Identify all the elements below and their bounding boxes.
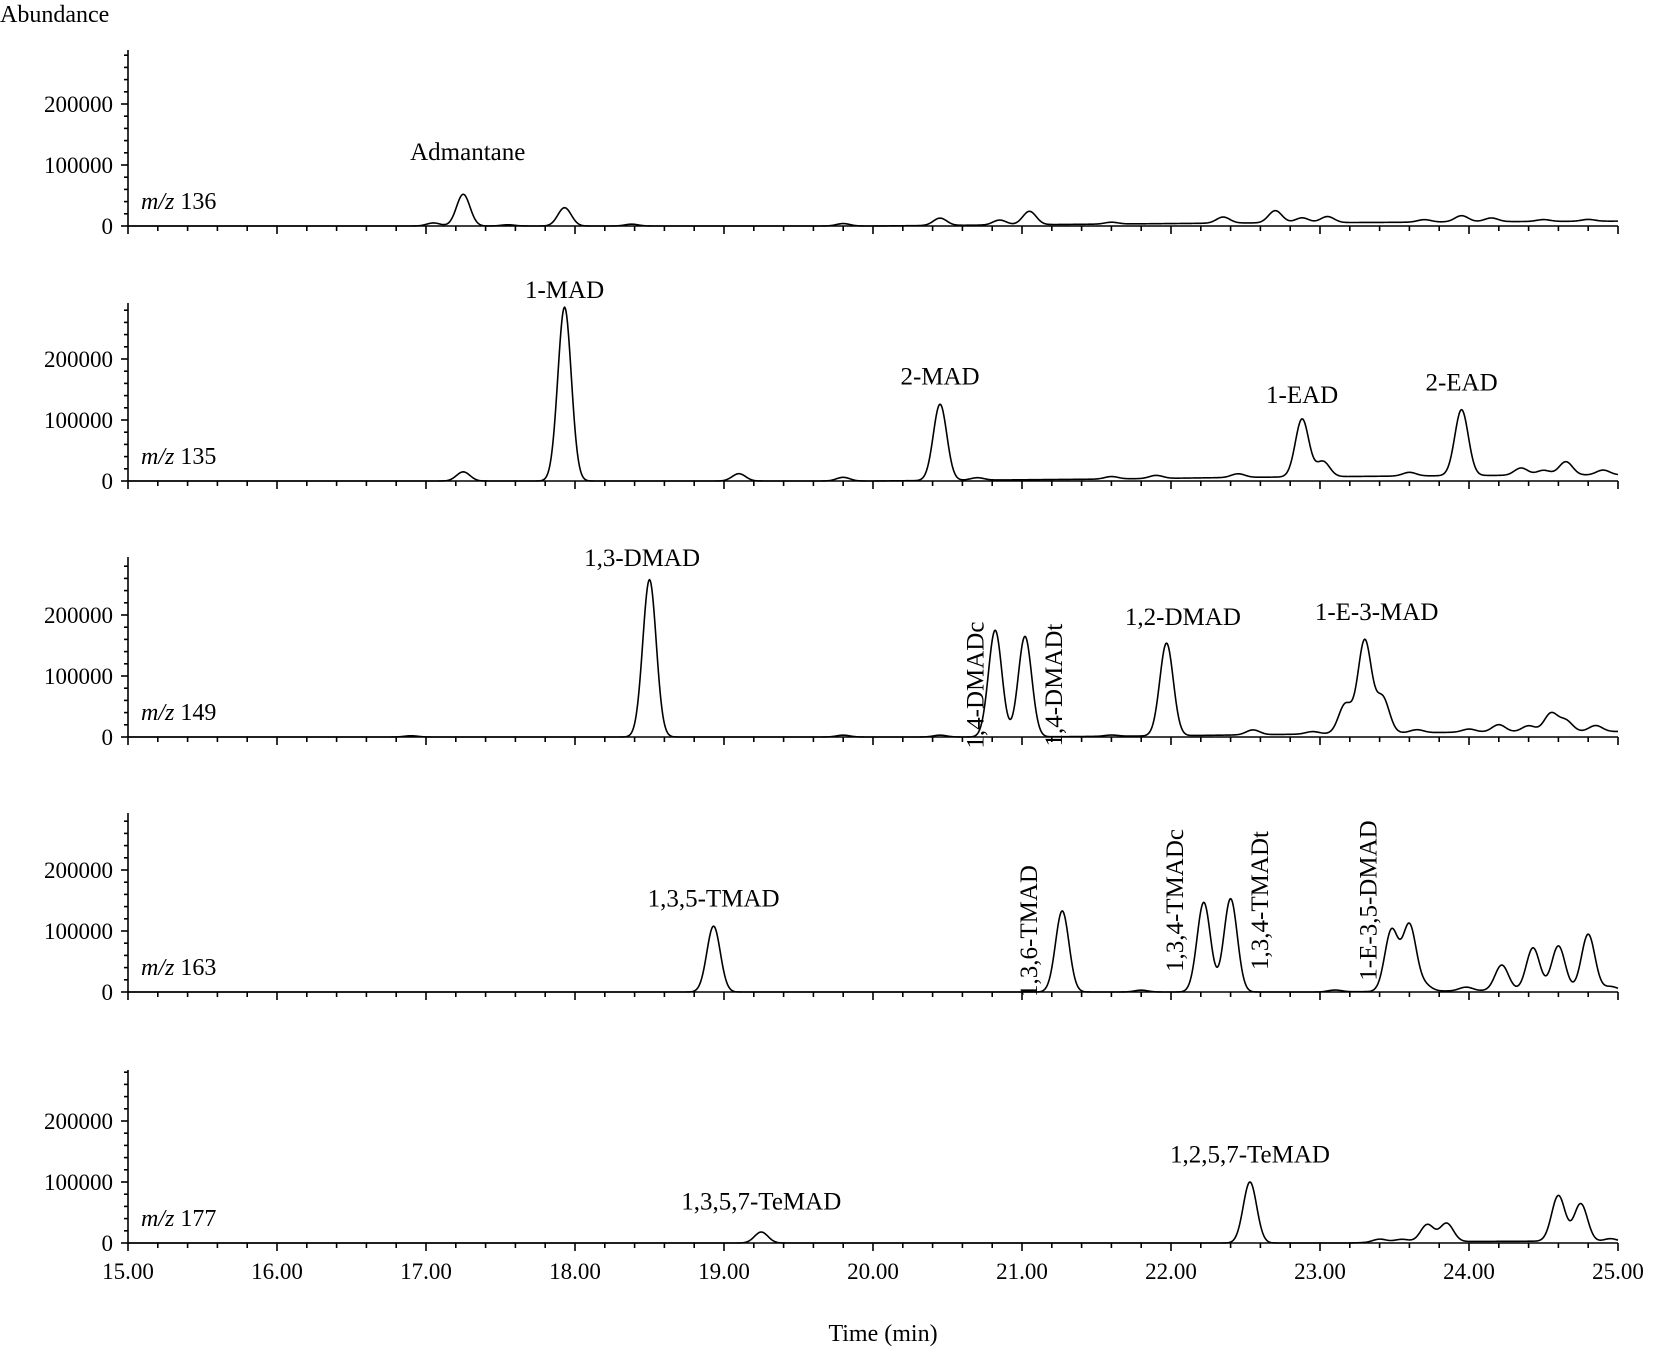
mz-label: m/z 136 (141, 189, 216, 215)
x-tick-label: 25.00 (1592, 1259, 1644, 1284)
peak-label: 1,3,5,7-TeMAD (681, 1188, 841, 1215)
x-tick-label: 23.00 (1294, 1259, 1346, 1284)
peak-label: 1,4-DMADc (962, 622, 989, 749)
y-tick-label: 0 (102, 214, 114, 239)
x-tick-label: 18.00 (549, 1259, 601, 1284)
y-tick-label: 100000 (44, 1170, 113, 1195)
trace-mz-149 (127, 578, 1619, 738)
peak-label: 1,3-DMAD (584, 545, 700, 572)
peak-label: 1-E-3-MAD (1315, 599, 1439, 626)
y-tick-label: 100000 (44, 919, 113, 944)
peak-label: 1,2,5,7-TeMAD (1170, 1141, 1330, 1168)
y-tick-label: 0 (102, 469, 114, 494)
peak-label: 1,3,4-TMADc (1162, 829, 1189, 972)
peak-label: 1,2-DMAD (1125, 604, 1241, 631)
peak-label: 2-MAD (900, 364, 979, 391)
panel-mz-136: 0 100000 200000 m/z 136 Admantane (44, 50, 1619, 239)
mz-label: m/z 149 (141, 700, 216, 726)
y-tick-label: 200000 (44, 92, 113, 117)
x-tick-label: 15.00 (102, 1259, 154, 1284)
y-tick-label: 200000 (44, 858, 113, 883)
panel-mz-135: 0 100000 200000 m/z 135 1-MAD 2-MAD 1-EAD 2-EAD (44, 277, 1619, 494)
peak-label: 2-EAD (1425, 370, 1497, 397)
panel-mz-149: 0 100000 200000 m/z 149 1,3-DMAD 1,4-DMADc 1,4… (44, 545, 1619, 750)
y-tick-label: 200000 (44, 603, 113, 628)
peak-label: 1,3,4-TMADt (1247, 831, 1274, 970)
mz-label: m/z 177 (141, 1206, 216, 1232)
peak-label: 1,3,5-TMAD (648, 886, 780, 913)
x-tick-label: 17.00 (400, 1259, 452, 1284)
y-tick-label: 100000 (44, 408, 113, 433)
x-tick-label: 19.00 (698, 1259, 750, 1284)
trace-mz-135 (127, 306, 1619, 482)
x-tick-label: 16.00 (251, 1259, 303, 1284)
y-tick-label: 200000 (44, 347, 113, 372)
x-tick-label: 20.00 (847, 1259, 899, 1284)
x-axis-title: Time (min) (828, 1321, 937, 1347)
y-tick-label: 0 (102, 725, 114, 750)
mz-label: m/z 135 (141, 444, 216, 470)
x-tick-label: 22.00 (1145, 1259, 1197, 1284)
trace-mz-163 (127, 897, 1619, 993)
mz-label: m/z 163 (141, 955, 216, 981)
y-tick-label: 200000 (44, 1109, 113, 1134)
y-tick-label: 0 (102, 1231, 114, 1256)
y-axis-title: Abundance (0, 2, 109, 28)
y-tick-label: 100000 (44, 664, 113, 689)
panel-mz-177: 0 100000 200000 15.00 16.00 17.00 18.00 19.00 20… (44, 1070, 1644, 1284)
trace-mz-136 (127, 193, 1619, 227)
peak-label: Admantane (410, 139, 525, 166)
x-tick-label: 21.00 (996, 1259, 1048, 1284)
peak-label: 1,4-DMADt (1041, 624, 1068, 747)
chromatogram-panels: 0 100000 200000 m/z 136 Admantane 0 100000 2000… (44, 50, 1644, 1284)
peak-label: 1-E-3,5-DMAD (1356, 820, 1383, 980)
x-tick-label: 24.00 (1443, 1259, 1495, 1284)
peak-label: 1-EAD (1266, 382, 1338, 409)
y-tick-label: 100000 (44, 153, 113, 178)
trace-mz-177 (127, 1181, 1619, 1244)
panel-mz-163: 0 100000 200000 m/z 163 1,3,5-TMAD 1,3,6-TMAD… (44, 813, 1619, 1005)
peak-label: 1,3,6-TMAD (1016, 865, 1043, 997)
y-tick-label: 0 (102, 980, 114, 1005)
peak-label: 1-MAD (525, 277, 604, 304)
